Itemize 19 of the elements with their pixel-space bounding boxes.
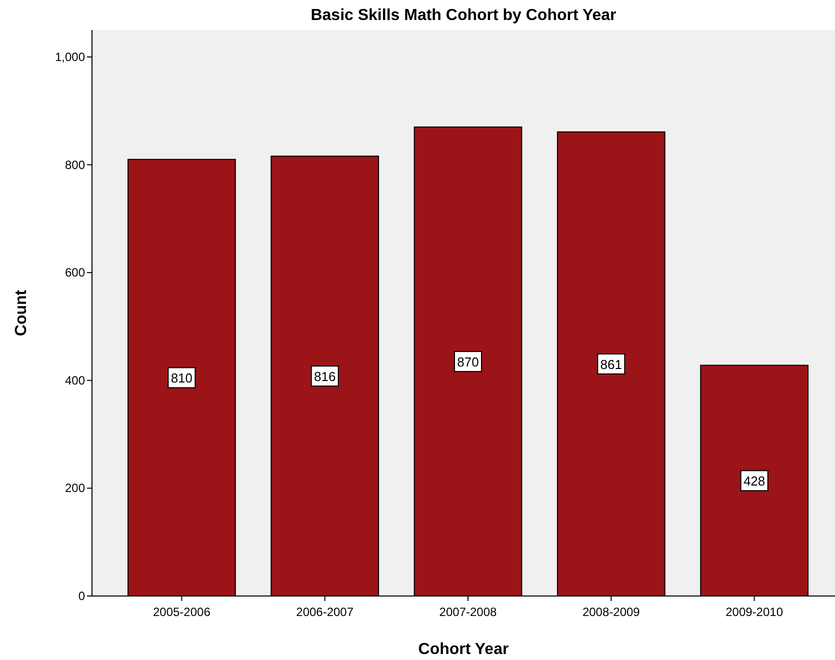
x-tick-label: 2008-2009 [582,605,640,619]
data-label: 870 [457,354,479,370]
x-tick-label: 2009-2010 [726,605,784,619]
y-tick-label: 800 [64,158,86,172]
data-label: 816 [314,369,336,384]
data-label: 861 [600,356,622,372]
data-label: 810 [170,370,193,386]
y-tick-label: 0 [78,589,86,603]
x-axis-title: Cohort Year [418,641,509,658]
data-label: 428 [743,474,766,489]
y-axis-title: Count [13,289,30,336]
y-tick-label: 200 [64,481,86,496]
x-tick-label: 2007-2008 [439,605,498,619]
y-tick-label: 400 [64,373,86,388]
y-tick-label: 1,000 [54,50,86,64]
y-tick-label: 600 [64,266,86,280]
chart-title: Basic Skills Math Cohort by Cohort Year [310,7,616,24]
x-tick-label: 2006-2007 [296,605,354,619]
x-tick-label: 2005-2006 [152,605,211,619]
